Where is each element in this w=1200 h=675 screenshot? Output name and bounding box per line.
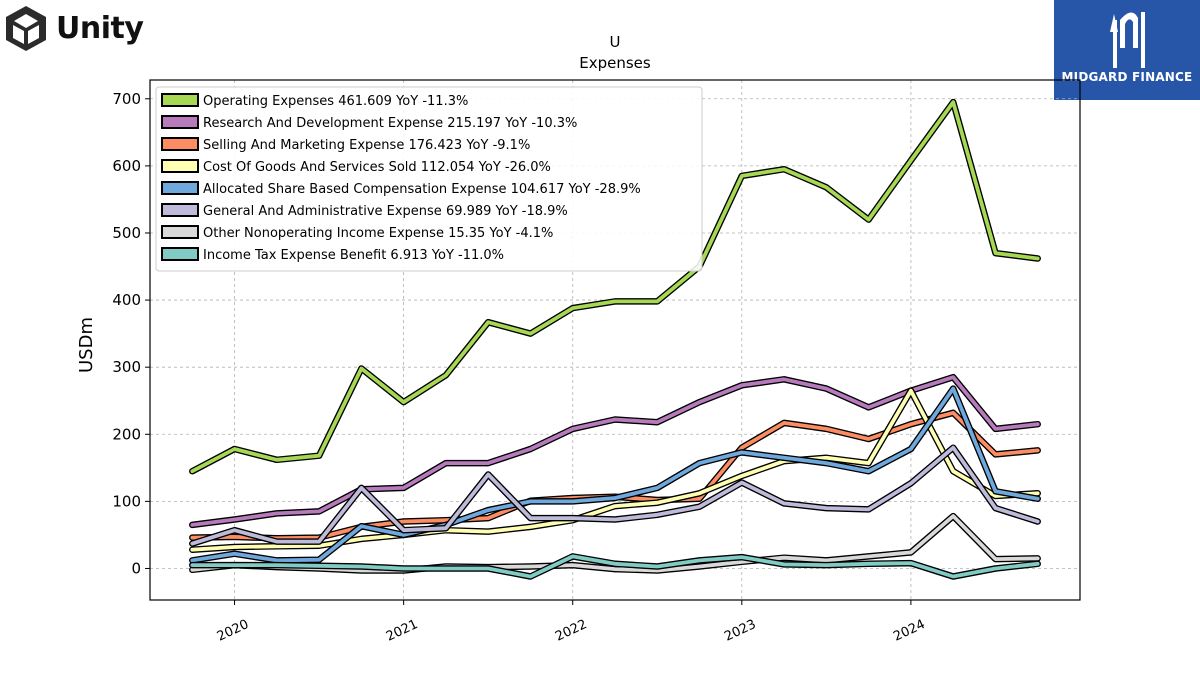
legend-label: Selling And Marketing Expense 176.423 Yo… bbox=[203, 138, 530, 153]
series-line bbox=[190, 445, 1040, 546]
series-line bbox=[190, 100, 1040, 474]
legend-item: Operating Expenses 461.609 YoY -11.3% bbox=[161, 93, 468, 109]
y-tick-label: 500 bbox=[112, 224, 141, 242]
legend-item: Selling And Marketing Expense 176.423 Yo… bbox=[161, 137, 530, 153]
x-tick-label: 2021 bbox=[384, 617, 420, 645]
legend-item: Research And Development Expense 215.197… bbox=[161, 115, 577, 131]
legend-swatch bbox=[161, 137, 199, 151]
chart-subtitle: Expenses bbox=[579, 54, 651, 72]
y-tick-label: 0 bbox=[131, 559, 141, 577]
y-tick-label: 400 bbox=[112, 291, 141, 309]
legend-label: Cost Of Goods And Services Sold 112.054 … bbox=[203, 160, 551, 175]
series-1 bbox=[189, 98, 1041, 475]
legend-label: Other Nonoperating Income Expense 15.35 … bbox=[203, 226, 553, 241]
legend-item: General And Administrative Expense 69.98… bbox=[161, 203, 568, 219]
series-4 bbox=[189, 387, 1041, 553]
legend-item: Income Tax Expense Benefit 6.913 YoY -11… bbox=[161, 247, 504, 263]
legend-swatch bbox=[161, 115, 199, 129]
midgard-logo-icon bbox=[1110, 12, 1145, 68]
y-tick-label: 300 bbox=[112, 358, 141, 376]
y-tick-label: 600 bbox=[112, 157, 141, 175]
series-line bbox=[190, 386, 1040, 563]
legend-box bbox=[155, 86, 703, 272]
legend-label: General And Administrative Expense 69.98… bbox=[203, 204, 568, 219]
legend-swatch bbox=[161, 159, 199, 173]
x-tick-label: 2023 bbox=[722, 617, 758, 645]
series-5 bbox=[189, 385, 1041, 564]
y-tick-label: 100 bbox=[112, 492, 141, 510]
legend-item: Other Nonoperating Income Expense 15.35 … bbox=[161, 225, 553, 241]
legend-label: Allocated Share Based Compensation Expen… bbox=[203, 182, 641, 197]
series-line bbox=[190, 388, 1040, 552]
legend-swatch bbox=[161, 93, 199, 107]
legend-swatch bbox=[161, 203, 199, 217]
legend-label: Operating Expenses 461.609 YoY -11.3% bbox=[203, 94, 468, 109]
legend: Operating Expenses 461.609 YoY -11.3% Res… bbox=[155, 86, 703, 272]
unity-cube-icon bbox=[6, 6, 46, 51]
y-axis-label: USDm bbox=[76, 317, 97, 373]
brand-logo: Unity bbox=[4, 4, 144, 52]
series-6 bbox=[189, 444, 1041, 547]
series-2 bbox=[189, 373, 1041, 529]
badge-text: MIDGARD FINANCE bbox=[1061, 70, 1193, 84]
x-tick-label: 2024 bbox=[891, 617, 927, 645]
legend-swatch bbox=[161, 247, 199, 261]
series-lines bbox=[189, 98, 1041, 580]
series-line bbox=[190, 554, 1040, 579]
legend-swatch bbox=[161, 181, 199, 195]
x-tick-label: 2020 bbox=[215, 617, 251, 645]
chart-title: U bbox=[610, 33, 621, 51]
legend-item: Allocated Share Based Compensation Expen… bbox=[161, 181, 641, 197]
x-axis: 2020 2021 2022 2023 2024 bbox=[215, 600, 928, 645]
series-8 bbox=[189, 553, 1041, 580]
legend-label: Income Tax Expense Benefit 6.913 YoY -11… bbox=[203, 248, 504, 263]
brand-name: Unity bbox=[56, 10, 144, 46]
plot-frame bbox=[149, 79, 1081, 601]
y-tick-label: 200 bbox=[112, 425, 141, 443]
series-line bbox=[190, 375, 1040, 527]
midgard-finance-badge: MIDGARD FINANCE bbox=[1054, 0, 1200, 100]
x-tick-label: 2022 bbox=[553, 617, 589, 645]
legend-label: Research And Development Expense 215.197… bbox=[203, 116, 577, 131]
y-axis: 0 100 200 300 400 500 600 700 bbox=[112, 90, 150, 577]
y-tick-label: 700 bbox=[112, 90, 141, 108]
legend-item: Cost Of Goods And Services Sold 112.054 … bbox=[161, 159, 551, 175]
legend-swatch bbox=[161, 225, 199, 239]
